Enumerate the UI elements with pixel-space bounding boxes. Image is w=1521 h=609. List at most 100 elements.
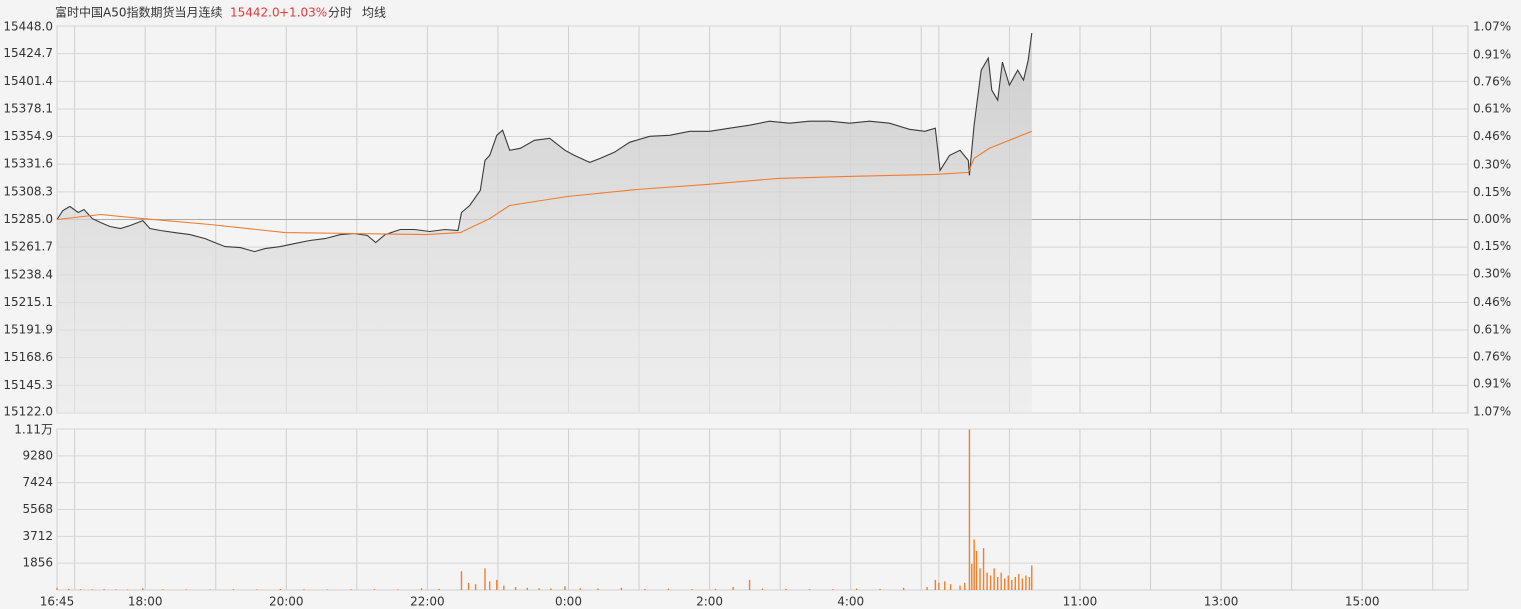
volume-bar (91, 589, 93, 590)
volume-bar (989, 575, 992, 590)
volume-bar (209, 589, 211, 590)
volume-bar (902, 587, 905, 590)
volume-bar (579, 588, 581, 590)
y2-tick-label: 0.46% (1473, 129, 1511, 143)
y-tick-label: 15191.9 (3, 323, 53, 337)
y2-tick-label: 0.15% (1473, 239, 1511, 253)
y2-tick-label: 0.91% (1473, 47, 1511, 61)
volume-bar (126, 589, 129, 590)
y-tick-label: 15215.1 (3, 295, 53, 309)
volume-bar (474, 584, 477, 590)
volume-bar (975, 550, 978, 590)
volume-bar (1018, 574, 1020, 590)
y2-tick-label: 0.76% (1473, 349, 1511, 363)
volume-tick-label: 1856 (22, 556, 53, 570)
y2-tick-label: 0.91% (1473, 377, 1511, 391)
volume-bar (808, 589, 811, 590)
volume-bar (879, 588, 881, 590)
volume-bar (761, 588, 764, 590)
volume-bar (1021, 578, 1024, 590)
volume-bar (303, 589, 305, 590)
volume-bar (691, 589, 693, 590)
volume-bar (550, 588, 552, 590)
volume-bar (68, 588, 70, 590)
volume-bar (484, 568, 486, 590)
y-tick-label: 15261.7 (3, 240, 53, 254)
volume-tick-label: 3712 (22, 529, 53, 543)
x-tick-label: 18:00 (128, 595, 163, 609)
x-tick-label: 4:00 (837, 595, 864, 609)
y-tick-label: 15401.4 (3, 74, 53, 88)
volume-bar (748, 579, 751, 590)
volume-bar (1025, 575, 1027, 590)
volume-bar (279, 588, 282, 590)
volume-bar (564, 586, 566, 590)
y2-tick-label: 0.30% (1473, 266, 1511, 280)
chart-title: 富时中国A50指数期货当月连续 (55, 5, 222, 20)
y-tick-label: 15168.6 (3, 350, 53, 364)
volume-bar (373, 589, 376, 590)
volume-bar (103, 589, 105, 590)
volume-bar (503, 585, 505, 590)
volume-bar (667, 588, 670, 590)
volume-tick-label: 9280 (22, 448, 53, 462)
volume-bar (526, 587, 529, 590)
volume-bar (714, 588, 717, 590)
y2-tick-label: 1.07% (1473, 405, 1511, 419)
volume-bar (350, 589, 352, 590)
volume-bar (115, 589, 117, 590)
volume-bar (993, 568, 995, 590)
volume-bar (964, 582, 966, 590)
y2-tick-label: 0.76% (1473, 75, 1511, 89)
y2-tick-label: 0.46% (1473, 295, 1511, 309)
volume-bar (597, 588, 599, 590)
y-tick-label: 15424.7 (3, 46, 53, 60)
volume-tick-label: 5568 (22, 502, 53, 516)
volume-bar (986, 572, 988, 590)
volume-bar (538, 588, 540, 590)
x-tick-label: 11:00 (1063, 595, 1098, 609)
volume-bar (855, 588, 858, 590)
y-tick-label: 15308.3 (3, 184, 53, 198)
volume-bar (982, 548, 985, 590)
volume-bar (934, 579, 937, 590)
volume-bar (467, 582, 470, 590)
y2-tick-label: 0.30% (1473, 158, 1511, 172)
volume-bar (326, 589, 329, 590)
price-area (57, 33, 1032, 413)
y-tick-label: 15448.0 (3, 20, 53, 34)
last-price: 15442.0 (230, 6, 280, 20)
y-tick-label: 15378.1 (3, 101, 53, 115)
volume-bar (460, 571, 463, 590)
x-tick-label: 22:00 (410, 595, 445, 609)
volume-bar (785, 588, 787, 590)
x-tick-label: 13:00 (1204, 595, 1239, 609)
volume-bar (514, 587, 517, 590)
volume-bar (79, 589, 82, 590)
x-tick-label: 16:45 (40, 595, 75, 609)
y2-tick-label: 0.15% (1473, 185, 1511, 199)
volume-bar (1011, 579, 1013, 590)
volume-bar (142, 588, 144, 590)
volume-bar (1004, 578, 1006, 590)
volume-bar (232, 589, 235, 590)
volume-bar (979, 568, 981, 590)
x-tick-label: 0:00 (555, 595, 582, 609)
volume-bar (185, 589, 188, 590)
volume-bar (438, 588, 440, 590)
volume-bar (959, 585, 961, 590)
volume-bar (489, 581, 491, 590)
volume-bar (971, 563, 973, 590)
x-tick-label: 15:00 (1345, 595, 1380, 609)
volume-tick-label: 7424 (22, 475, 53, 489)
legend-entry: 均线 (362, 6, 386, 20)
y-tick-label: 15238.4 (3, 267, 53, 281)
line (56, 130, 1033, 236)
volume-bar (1000, 572, 1002, 590)
y-tick-label: 15285.0 (3, 212, 53, 226)
volume-tick-label: 1.11万 (14, 423, 53, 437)
volume-bar (56, 587, 58, 590)
volume-bar (162, 589, 164, 590)
